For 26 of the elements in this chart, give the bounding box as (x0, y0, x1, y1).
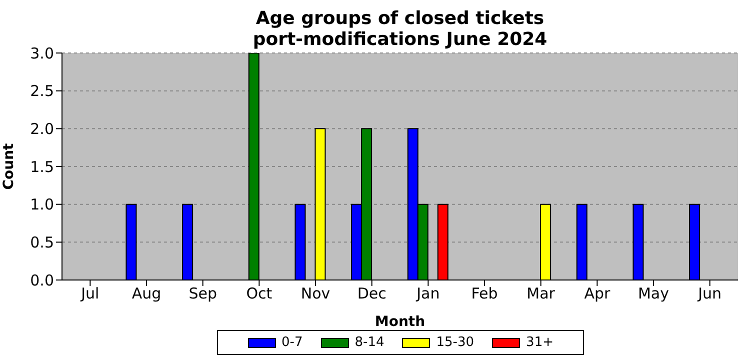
x-tick-label: Mar (526, 284, 556, 303)
y-tick-label: 3.0 (30, 44, 54, 62)
x-tick-label: Apr (584, 284, 611, 303)
y-tick-label: 2.0 (30, 120, 54, 138)
legend-label: 15-30 (436, 335, 474, 350)
y-tick-label: 2.5 (30, 82, 54, 100)
x-tick-label: Oct (246, 284, 272, 303)
x-tick-label: Feb (471, 284, 498, 303)
legend-label: 8-14 (354, 335, 384, 350)
x-tick-label: Dec (357, 284, 386, 303)
x-tick-label: May (638, 284, 670, 303)
chart-title: Age groups of closed tickets port-modifications June 2024 (252, 8, 548, 50)
x-tick-label: Jan (416, 284, 440, 303)
x-tick-label: Nov (300, 284, 330, 303)
y-tick-label: 0.5 (30, 233, 54, 252)
y-tick-label: 1.0 (30, 196, 54, 214)
x-tick-label: Jun (697, 284, 722, 303)
y-axis-title: Count (0, 142, 17, 190)
x-tick-label: Aug (132, 284, 162, 303)
y-tick-label: 0.0 (30, 271, 54, 290)
legend-label: 31+ (526, 335, 554, 350)
x-tick-label: Sep (188, 284, 217, 303)
y-tick-label: 1.5 (30, 158, 54, 176)
legend-label: 0-7 (282, 335, 303, 350)
x-tick-label: Jul (80, 284, 100, 303)
x-axis-title: Month (374, 314, 426, 330)
